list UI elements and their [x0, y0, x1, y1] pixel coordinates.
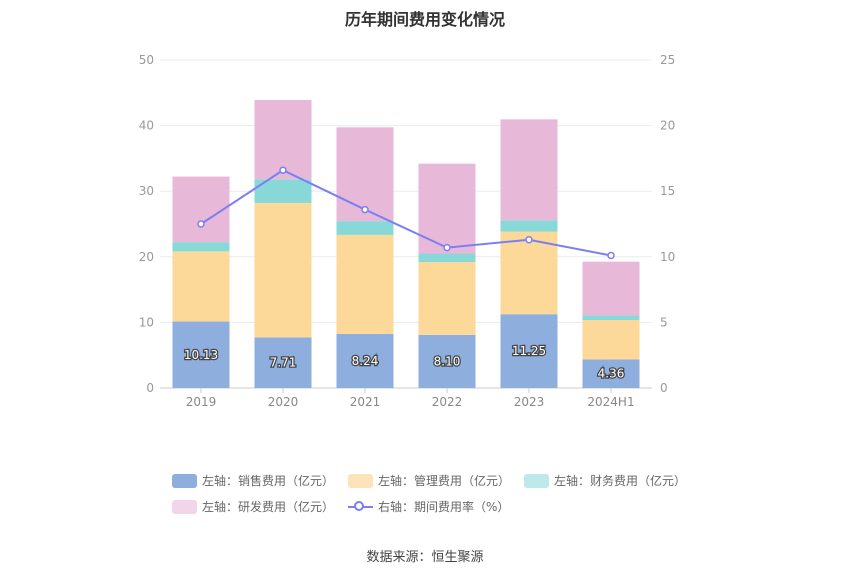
legend-swatch-sales — [172, 473, 197, 488]
category-label: 2022 — [432, 395, 463, 409]
right-tick-label: 10 — [660, 250, 675, 264]
bar-segment-1 — [582, 320, 640, 360]
bar-segment-2 — [172, 242, 230, 252]
line-layer — [197, 166, 615, 260]
bar-segment-2 — [582, 315, 640, 321]
bar-value-label: 4.36 — [598, 367, 625, 381]
bar-segment-2 — [500, 220, 558, 232]
bar-segment-3 — [172, 176, 230, 243]
legend-item-rnd[interactable]: 左轴：研发费用（亿元） — [172, 498, 334, 515]
bar-segment-1 — [418, 262, 476, 335]
left-axis-ticks: 0 10 20 30 40 50 — [139, 53, 154, 395]
legend-swatch-expense-rate — [348, 500, 374, 514]
expense-rate-point — [361, 205, 369, 214]
category-label: 2024H1 — [587, 395, 634, 409]
bar-segment-1 — [336, 234, 394, 334]
legend-item-admin[interactable]: 左轴：管理费用（亿元） — [348, 472, 510, 489]
right-tick-label: 25 — [660, 53, 675, 67]
bar-segment-0 — [582, 359, 640, 388]
bar-segment-3 — [336, 127, 394, 222]
expense-rate-point — [197, 220, 205, 228]
bar-segment-1 — [172, 251, 230, 322]
bar-segment-1 — [500, 231, 558, 315]
right-tick-label: 20 — [660, 119, 675, 133]
legend-swatch-finance — [524, 473, 550, 488]
data-source-note: 数据来源：恒生聚源 — [366, 550, 484, 565]
bar-segment-2 — [254, 179, 312, 203]
legend-label-admin: 左轴：管理费用（亿元） — [378, 474, 511, 488]
bar-value-label: 7.71 — [270, 356, 297, 370]
legend-label-expense-rate: 右轴：期间费用率（%） — [378, 500, 510, 514]
right-tick-label: 0 — [660, 381, 668, 395]
legend-swatch-rnd — [172, 499, 197, 514]
expense-rate-point — [607, 251, 615, 260]
legend-label-finance: 左轴：财务费用（亿元） — [554, 474, 687, 488]
left-tick-label: 20 — [139, 250, 154, 264]
legend: 左轴：销售费用（亿元） 左轴：管理费用（亿元） 左轴：财务费用（亿元） 左轴：研… — [172, 472, 712, 515]
right-tick-label: 5 — [660, 315, 668, 329]
left-tick-label: 0 — [146, 381, 154, 395]
category-label: 2020 — [268, 395, 299, 409]
bar-segment-3 — [500, 119, 558, 221]
right-axis-ticks: 0 5 10 15 20 25 — [660, 53, 675, 395]
bar-segment-3 — [582, 261, 640, 316]
expense-rate-point — [279, 166, 287, 174]
bar-value-label: 8.10 — [434, 354, 461, 368]
legend-swatch-admin — [348, 473, 374, 488]
right-tick-label: 15 — [660, 184, 675, 198]
bar-segment-3 — [254, 99, 312, 180]
gridlines — [160, 59, 652, 389]
bar-layer — [172, 99, 640, 388]
bar-segment-2 — [418, 253, 476, 263]
bar-segment-0 — [418, 334, 476, 388]
left-tick-label: 50 — [139, 53, 154, 67]
bar-value-label: 8.24 — [352, 354, 379, 368]
bar-label-layer: 10.13 7.71 8.24 8.10 11.25 4.36 — [183, 343, 626, 382]
legend-label-sales: 左轴：销售费用（亿元） — [202, 474, 335, 488]
chart-title: 历年期间费用变化情况 — [344, 10, 505, 29]
expense-rate-line — [200, 169, 612, 257]
legend-item-expense-rate[interactable]: 右轴：期间费用率（%） — [348, 498, 509, 515]
bar-segment-0 — [500, 314, 558, 388]
left-tick-label: 40 — [139, 119, 154, 133]
left-tick-label: 30 — [139, 184, 154, 198]
legend-label-rnd: 左轴：研发费用（亿元） — [202, 500, 335, 514]
bar-value-label: 10.13 — [184, 348, 218, 362]
expense-rate-point — [443, 243, 451, 252]
category-axis: 2019 2020 2021 2022 2023 2024H1 — [186, 388, 635, 409]
bar-segment-1 — [254, 202, 312, 338]
bar-segment-3 — [418, 163, 476, 254]
bar-segment-0 — [172, 321, 230, 388]
category-label: 2021 — [350, 395, 381, 409]
legend-item-finance[interactable]: 左轴：财务费用（亿元） — [524, 472, 686, 489]
bar-segment-2 — [336, 221, 394, 235]
bar-value-label: 11.25 — [512, 344, 546, 358]
category-label: 2019 — [186, 395, 217, 409]
expense-rate-point — [525, 235, 533, 244]
bar-segment-0 — [254, 337, 312, 388]
bar-segment-0 — [336, 333, 394, 388]
left-tick-label: 10 — [139, 315, 154, 329]
legend-item-sales[interactable]: 左轴：销售费用（亿元） — [172, 472, 334, 489]
chart-canvas: 0 10 20 30 40 50 0 5 10 15 20 25 10.13 7.71 8.24 8.10… — [139, 53, 676, 409]
category-label: 2023 — [514, 395, 545, 409]
